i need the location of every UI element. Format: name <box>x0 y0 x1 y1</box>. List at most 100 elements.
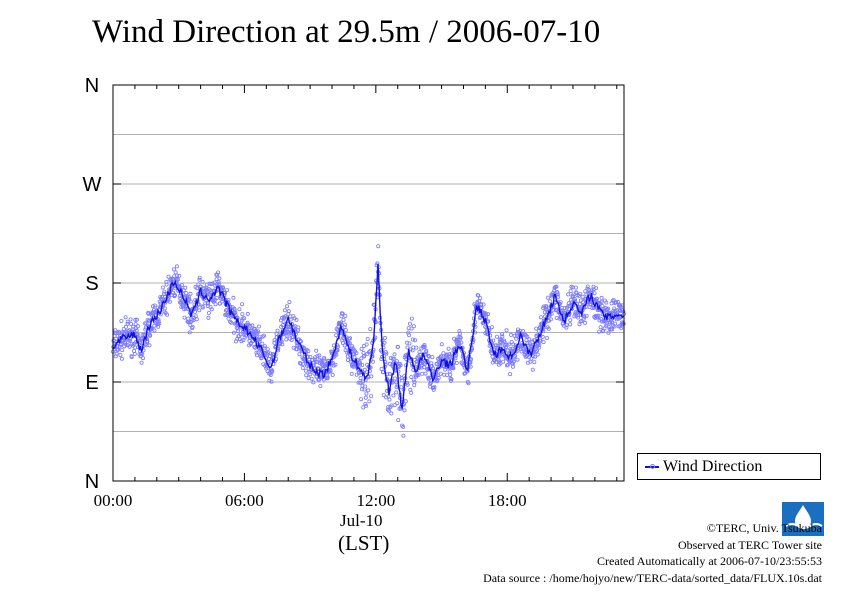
data-point <box>358 362 363 367</box>
data-point <box>592 305 597 310</box>
data-point <box>491 338 496 343</box>
data-point <box>430 355 435 360</box>
data-point <box>392 376 397 381</box>
data-point <box>216 270 221 275</box>
data-point <box>609 320 614 325</box>
data-point <box>231 330 236 335</box>
data-point <box>339 320 344 325</box>
data-point <box>551 290 556 295</box>
data-point <box>409 390 414 395</box>
data-point <box>571 292 576 297</box>
axis-ticks <box>112 84 624 482</box>
data-point <box>564 325 569 330</box>
data-point <box>450 364 455 369</box>
data-point <box>118 342 123 347</box>
data-point <box>123 315 128 320</box>
data-point <box>481 302 486 307</box>
data-point <box>556 294 561 299</box>
data-points <box>111 244 627 438</box>
data-point <box>282 308 287 313</box>
data-point <box>386 404 391 409</box>
mean-line <box>112 263 624 411</box>
x-tick-label: 12:00 <box>356 491 395 510</box>
data-point <box>409 375 414 380</box>
data-point <box>200 279 205 284</box>
data-point <box>147 343 152 348</box>
data-point <box>412 380 417 385</box>
data-point <box>596 313 601 318</box>
data-point <box>187 330 192 335</box>
data-point <box>604 300 609 305</box>
data-point <box>215 272 220 277</box>
data-point <box>399 378 404 383</box>
data-point <box>131 342 136 347</box>
data-point <box>363 384 368 389</box>
x-tick-label: 00:00 <box>94 491 133 510</box>
data-point <box>621 309 626 314</box>
data-point <box>405 345 410 350</box>
data-point <box>240 312 245 317</box>
data-point <box>414 345 419 350</box>
data-point <box>525 341 530 346</box>
data-point <box>468 364 473 369</box>
data-point <box>239 318 244 323</box>
data-point <box>604 322 609 327</box>
data-point <box>399 385 404 390</box>
data-point <box>148 333 153 338</box>
data-point <box>240 302 245 307</box>
data-point <box>286 311 291 316</box>
data-point <box>333 362 338 367</box>
data-point <box>364 391 369 396</box>
data-point <box>318 383 323 388</box>
data-point <box>133 326 138 331</box>
data-point <box>232 306 237 311</box>
copyright-text: ©TERC, Univ. Tsukuba <box>706 521 822 535</box>
y-axis-labels: N E S W N <box>83 75 102 493</box>
data-point <box>140 332 145 337</box>
grid-lines <box>113 134 624 432</box>
data-point <box>295 328 300 333</box>
data-point <box>484 312 489 317</box>
data-point <box>533 354 538 359</box>
data-point <box>432 385 437 390</box>
data-point <box>214 295 219 300</box>
data-point <box>296 325 301 330</box>
data-point <box>150 304 155 309</box>
data-point <box>146 311 151 316</box>
data-point <box>417 350 422 355</box>
data-point <box>348 359 353 364</box>
data-point <box>366 388 371 393</box>
data-point <box>376 244 381 249</box>
data-point <box>309 376 314 381</box>
data-point <box>494 359 499 364</box>
data-point <box>446 346 451 351</box>
data-point <box>125 319 130 324</box>
data-point <box>508 347 513 352</box>
data-point <box>611 308 616 313</box>
data-point <box>506 342 511 347</box>
data-point <box>303 368 308 373</box>
data-point <box>177 273 182 278</box>
y-tick-label: W <box>83 174 102 196</box>
data-point <box>174 264 179 269</box>
data-point <box>233 310 238 315</box>
data-point <box>308 372 313 377</box>
mean-line-path <box>112 263 624 411</box>
data-point <box>401 424 406 429</box>
data-point <box>267 353 272 358</box>
data-point <box>456 337 461 342</box>
data-point <box>268 351 273 356</box>
data-point <box>202 296 207 301</box>
data-point <box>135 332 140 337</box>
data-point <box>252 344 257 349</box>
data-point <box>129 354 134 359</box>
data-point <box>356 380 361 385</box>
x-tick-label: 06:00 <box>225 491 264 510</box>
data-point <box>269 379 274 384</box>
data-point <box>457 331 462 336</box>
data-point <box>508 372 513 377</box>
data-point <box>580 294 585 299</box>
data-point <box>541 340 546 345</box>
data-point <box>427 375 432 380</box>
data-point <box>395 344 400 349</box>
